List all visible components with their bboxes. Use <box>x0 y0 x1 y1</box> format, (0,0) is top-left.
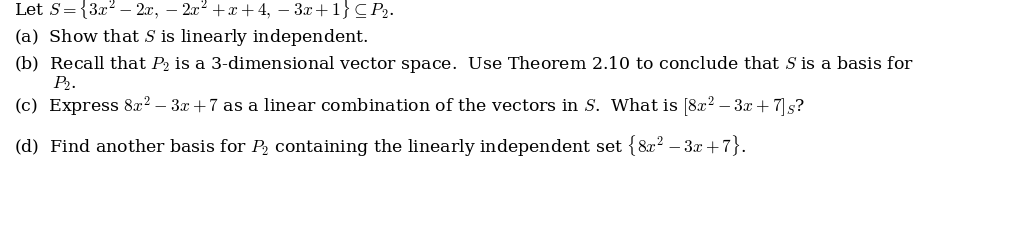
Text: (d)  Find another basis for $P_2$ containing the linearly independent set $\{8x^: (d) Find another basis for $P_2$ contain… <box>14 134 747 159</box>
Text: $P_2$.: $P_2$. <box>52 74 77 93</box>
Text: Let $S = \{3x^2 - 2x, -2x^2 + x + 4, -3x + 1\} \subseteq P_2$.: Let $S = \{3x^2 - 2x, -2x^2 + x + 4, -3x… <box>14 0 395 21</box>
Text: (c)  Express $8x^2 - 3x + 7$ as a linear combination of the vectors in $S$.  Wha: (c) Express $8x^2 - 3x + 7$ as a linear … <box>14 94 805 119</box>
Text: (b)  Recall that $P_2$ is a 3-dimensional vector space.  Use Theorem 2.10 to con: (b) Recall that $P_2$ is a 3-dimensional… <box>14 54 914 75</box>
Text: (a)  Show that $S$ is linearly independent.: (a) Show that $S$ is linearly independen… <box>14 27 368 48</box>
